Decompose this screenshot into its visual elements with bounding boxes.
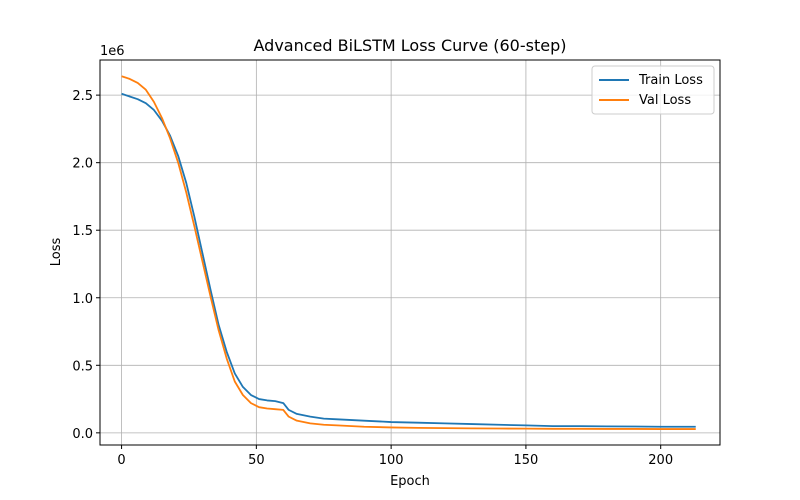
x-tick-label: 200 <box>648 453 673 468</box>
y-tick-label: 0.5 <box>72 359 93 374</box>
x-axis-label: Epoch <box>390 474 430 489</box>
y-axis-label: Loss <box>49 238 64 267</box>
x-tick-label: 150 <box>513 453 538 468</box>
x-tick-label: 50 <box>248 453 265 468</box>
y-axis-ticks: 0.0 0.5 1.0 1.5 2.0 2.5 <box>72 89 100 442</box>
plot-frame <box>99 59 721 446</box>
series-layer <box>121 75 696 430</box>
x-tick-label: 0 <box>117 453 125 468</box>
y-tick-label: 1.0 <box>72 292 93 307</box>
chart-title: Advanced BiLSTM Loss Curve (60-step) <box>254 36 567 55</box>
legend-train-label: Train Loss <box>638 73 703 88</box>
legend: Train Loss Val Loss <box>591 65 715 115</box>
x-axis-ticks: 0 50 100 150 200 <box>117 445 673 468</box>
series-line-train-loss <box>121 92 696 428</box>
x-tick-label: 100 <box>379 453 404 468</box>
legend-val-label: Val Loss <box>639 93 691 108</box>
y-tick-label: 2.0 <box>72 157 93 172</box>
y-tick-label: 1.5 <box>72 224 93 239</box>
y-tick-label: 2.5 <box>72 89 93 104</box>
legend-box <box>591 65 715 115</box>
y-tick-label: 0.0 <box>72 427 93 442</box>
series-line-val-loss <box>121 75 696 430</box>
y-offset-label: 1e6 <box>100 44 125 59</box>
